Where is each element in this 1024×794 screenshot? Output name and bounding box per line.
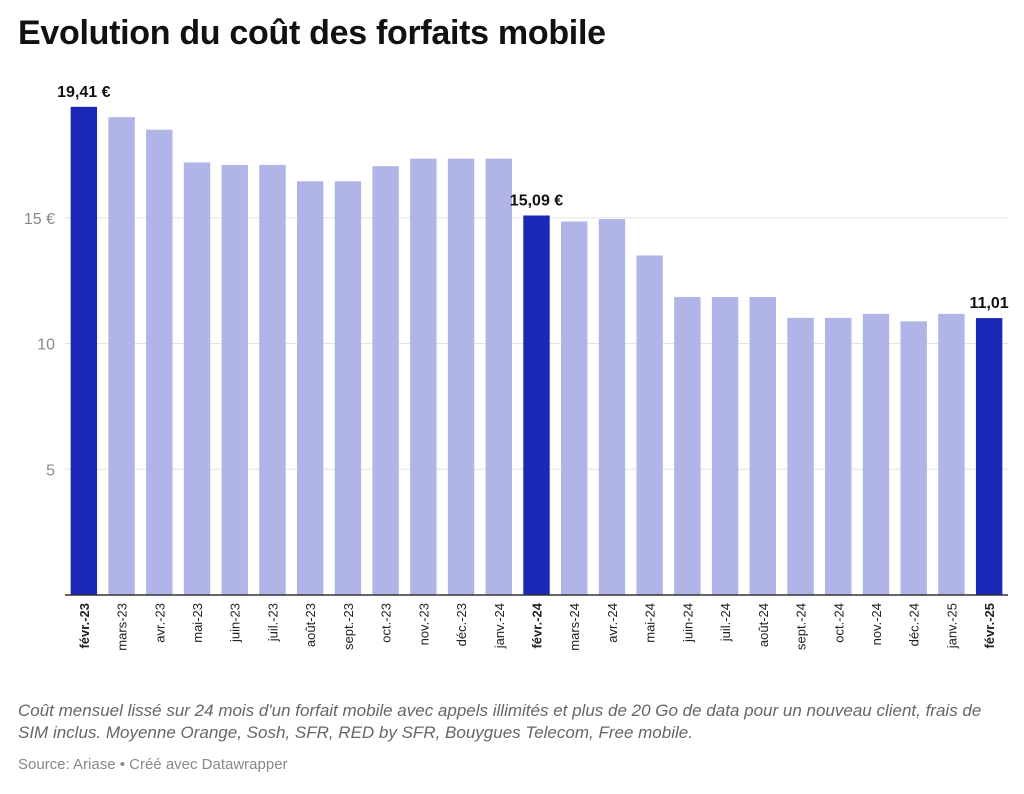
x-tick-label: janv.-24 xyxy=(492,603,507,649)
chart-title: Evolution du coût des forfaits mobile xyxy=(18,14,606,52)
x-tick-label: avr.-23 xyxy=(152,603,167,643)
y-tick-label: 10 xyxy=(37,337,55,354)
bar-févr.-25 xyxy=(975,318,1003,595)
x-tick-label: juin-24 xyxy=(680,603,695,643)
value-label: 11,01 xyxy=(970,295,1009,312)
bar-juil.-23 xyxy=(259,164,286,595)
x-tick-label: févr.-23 xyxy=(77,603,92,649)
bar-chart: 5 10 15 € 19,41 € 15,09 € 11,01 févr.-23 mars… xyxy=(24,84,1009,651)
y-tick-label: 15 € xyxy=(24,211,55,228)
x-tick-label: oct.-23 xyxy=(379,603,394,643)
bar-nov.-23 xyxy=(410,158,437,595)
value-labels: 19,41 € 15,09 € 11,01 xyxy=(57,84,1009,312)
bar-janv.-24 xyxy=(485,158,512,595)
x-tick-label: déc.-24 xyxy=(907,603,922,646)
x-tick-label: juin-23 xyxy=(228,603,243,643)
value-label: 15,09 € xyxy=(510,192,563,209)
x-tick-label: juil.-23 xyxy=(265,603,280,642)
category-labels: févr.-23 mars-23 avr.-23 mai-23 juin-23 juil.… xyxy=(77,602,997,650)
bar-oct.-24 xyxy=(825,317,852,595)
x-tick-label: mai-24 xyxy=(643,603,658,643)
bar-avr.-24 xyxy=(598,219,626,595)
bar-févr.-24 xyxy=(523,215,550,595)
x-tick-label: mars-24 xyxy=(567,603,582,651)
bar-nov.-24 xyxy=(862,313,890,595)
bar-juil.-24 xyxy=(711,296,739,595)
x-tick-label: nov.-23 xyxy=(416,603,431,645)
x-tick-label: févr.-25 xyxy=(982,603,997,649)
bar-août-23 xyxy=(296,181,324,595)
x-tick-label: août-24 xyxy=(756,603,771,647)
x-tick-label: sept.-23 xyxy=(341,603,356,650)
x-tick-label: avr.-24 xyxy=(605,603,620,643)
bar-sept.-24 xyxy=(787,317,814,595)
x-tick-label: janv.-25 xyxy=(944,603,959,649)
bar-mai-23 xyxy=(183,162,211,596)
bar-avr.-23 xyxy=(146,129,173,595)
bar-sept.-23 xyxy=(334,181,362,595)
value-label: 19,41 € xyxy=(57,84,110,101)
x-tick-label: déc.-23 xyxy=(454,603,469,646)
x-tick-label: oct.-24 xyxy=(831,603,846,643)
chart-note: Coût mensuel lissé sur 24 mois d'un forf… xyxy=(18,701,982,742)
bar-mars-24 xyxy=(561,221,588,595)
x-tick-label: mai-23 xyxy=(190,603,205,643)
bar-févr.-23 xyxy=(70,106,98,595)
bar-juin-23 xyxy=(221,164,248,595)
x-tick-label: mars-23 xyxy=(115,603,130,651)
y-tick-label: 5 xyxy=(46,462,55,479)
bar-déc.-23 xyxy=(447,158,475,595)
x-tick-label: août-23 xyxy=(303,603,318,647)
bar-déc.-24 xyxy=(900,321,927,595)
bars xyxy=(65,106,1008,596)
bar-mars-23 xyxy=(108,117,135,596)
bar-oct.-23 xyxy=(372,166,399,595)
bar-mai-24 xyxy=(636,255,663,595)
x-tick-label: juil.-24 xyxy=(718,603,733,642)
x-tick-label: sept.-24 xyxy=(794,603,809,650)
bar-juin-24 xyxy=(674,296,701,595)
bar-janv.-25 xyxy=(938,313,965,595)
chart-source: Source: Ariase • Créé avec Datawrapper xyxy=(18,756,288,773)
bar-août-24 xyxy=(749,296,777,595)
x-tick-label: févr.-24 xyxy=(530,602,545,648)
x-tick-label: nov.-24 xyxy=(869,603,884,645)
